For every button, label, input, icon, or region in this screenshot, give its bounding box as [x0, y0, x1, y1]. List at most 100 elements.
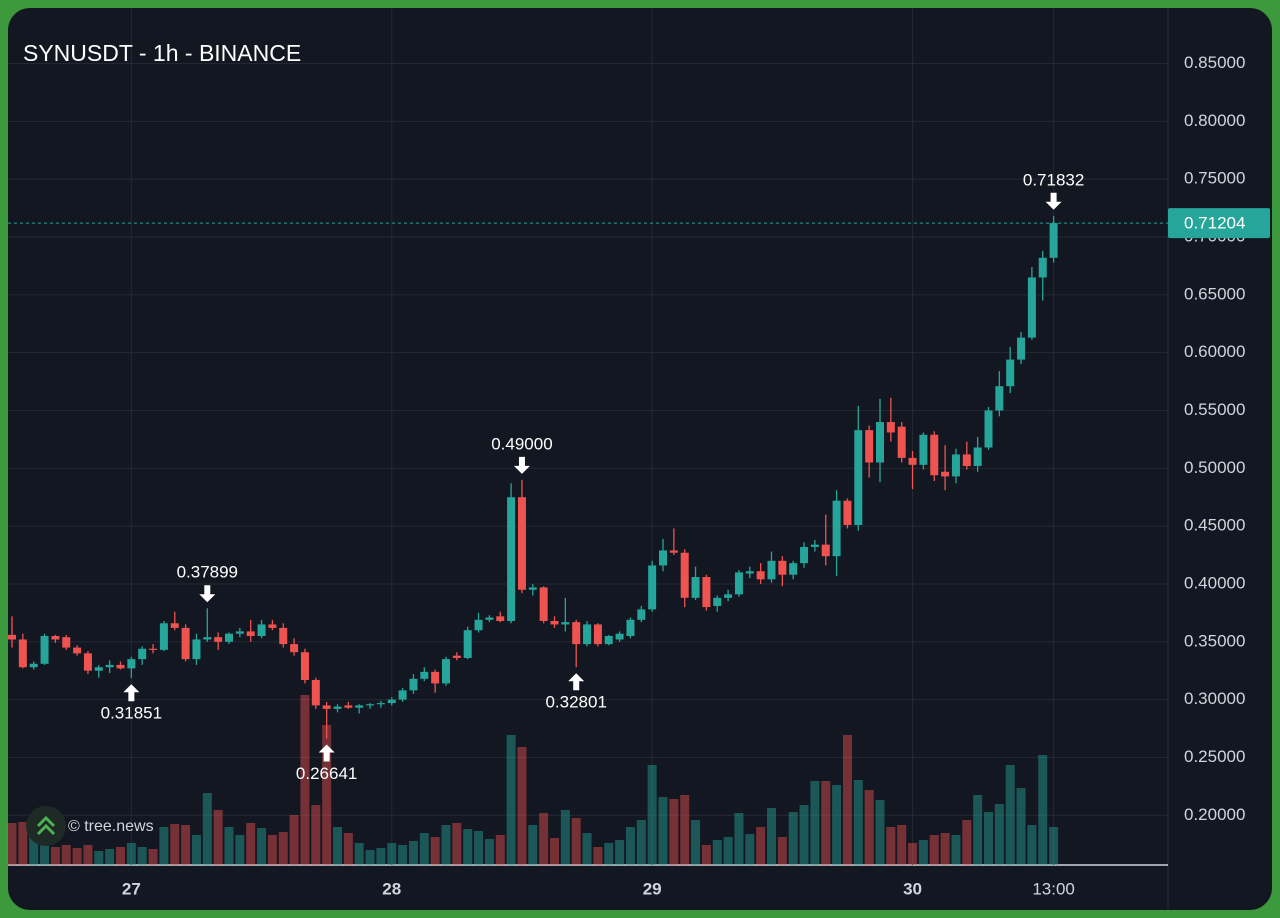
x-tick-label: 30 — [903, 879, 922, 898]
volume-bar — [756, 827, 766, 865]
volume-bar — [333, 827, 342, 865]
candle-body — [561, 622, 570, 625]
candle-body — [18, 639, 27, 668]
candle-body — [51, 636, 60, 640]
candle-body — [105, 664, 114, 668]
candle-body — [810, 544, 819, 547]
volume-bar — [419, 833, 429, 865]
candle-body — [268, 624, 277, 628]
candle-body — [930, 434, 939, 476]
candle-body — [138, 648, 147, 660]
volume-bar — [408, 841, 418, 865]
candle-body — [648, 565, 657, 610]
candle-body — [485, 617, 494, 620]
volume-bar — [506, 735, 516, 865]
candle-body — [995, 386, 1004, 411]
y-tick-label: 0.45000 — [1184, 516, 1245, 535]
volume-bar — [593, 847, 603, 865]
candle-body — [832, 500, 841, 557]
volume-bar — [126, 843, 136, 865]
candle-body — [496, 616, 505, 621]
candle-body — [73, 647, 82, 654]
volume-bar — [1005, 765, 1015, 865]
y-tick-label: 0.65000 — [1184, 284, 1245, 303]
candle-body — [1049, 223, 1058, 258]
candle-body — [507, 497, 516, 621]
volume-bar — [832, 785, 842, 865]
candle-body — [962, 454, 971, 466]
y-tick-label: 0.80000 — [1184, 111, 1245, 130]
candle-body — [8, 634, 16, 640]
candle-body — [94, 667, 103, 671]
volume-bar — [853, 780, 863, 865]
volume-bar — [137, 847, 147, 865]
volume-bar — [886, 827, 896, 865]
candle-body — [745, 571, 754, 574]
volume-bar — [962, 820, 972, 865]
y-tick-label: 0.55000 — [1184, 400, 1245, 419]
annotation-arrow — [1045, 192, 1062, 210]
volume-bar — [691, 820, 701, 865]
volume-bar — [387, 843, 397, 865]
volume-bar — [994, 804, 1004, 865]
candle-body — [127, 659, 136, 669]
chart-background — [8, 8, 1272, 910]
candle-body — [192, 639, 201, 660]
candle-body — [821, 544, 830, 557]
volume-bar — [191, 835, 201, 865]
candle-body — [876, 422, 884, 463]
candle-body — [724, 594, 733, 598]
candle-body — [941, 471, 950, 477]
candle-body — [376, 703, 385, 705]
candle-body — [398, 690, 407, 700]
y-tick-label: 0.25000 — [1184, 747, 1245, 766]
candle-body — [1038, 257, 1047, 278]
candle-body — [713, 597, 722, 606]
volume-bar — [235, 835, 245, 865]
candle-body — [550, 620, 559, 625]
candle-body — [344, 705, 353, 708]
volume-bar — [1027, 825, 1037, 865]
y-tick-label: 0.35000 — [1184, 631, 1245, 650]
annotation-arrow — [513, 456, 530, 474]
candle-body — [116, 664, 125, 669]
volume-bar — [604, 843, 614, 865]
volume-bar — [821, 781, 831, 865]
volume-bar — [723, 837, 733, 865]
volume-bar — [365, 850, 375, 865]
candle-body — [366, 704, 375, 706]
volume-bar — [72, 848, 82, 865]
overlay-layer: 0.31851 0.37899 0.26641 0.49000 0.32801 0.718… — [8, 170, 1168, 783]
candle-body — [615, 633, 624, 640]
candle-body — [691, 577, 700, 598]
candle-body — [62, 637, 71, 648]
candle-body — [637, 609, 646, 620]
candle-body — [1027, 277, 1036, 338]
candle-body — [789, 563, 798, 575]
volume-bar — [712, 840, 722, 865]
volume-bar — [224, 827, 234, 865]
volume-bar — [647, 765, 657, 865]
volume-bar — [398, 845, 408, 865]
volume-bar — [517, 747, 527, 865]
volume-bar — [615, 840, 625, 865]
candle-body — [333, 706, 342, 709]
volume-bar — [289, 815, 299, 865]
volume-bar — [984, 812, 993, 865]
volume-bar — [539, 813, 549, 865]
volume-bar — [669, 799, 679, 865]
volume-bar — [1038, 755, 1048, 865]
x-tick-label: 13:00 — [1032, 879, 1075, 898]
volume-bar — [799, 805, 809, 865]
annotation-label: 0.71832 — [1023, 170, 1084, 189]
volume-bar — [29, 835, 39, 865]
annotation-arrow — [318, 744, 335, 762]
volume-bar — [463, 829, 473, 865]
volume-bar — [625, 827, 635, 865]
volume-bar — [159, 827, 169, 865]
candle-body — [1006, 359, 1015, 387]
y-tick-label: 0.75000 — [1184, 169, 1245, 188]
volume-bar — [105, 849, 115, 865]
volume-bar — [1016, 788, 1026, 865]
